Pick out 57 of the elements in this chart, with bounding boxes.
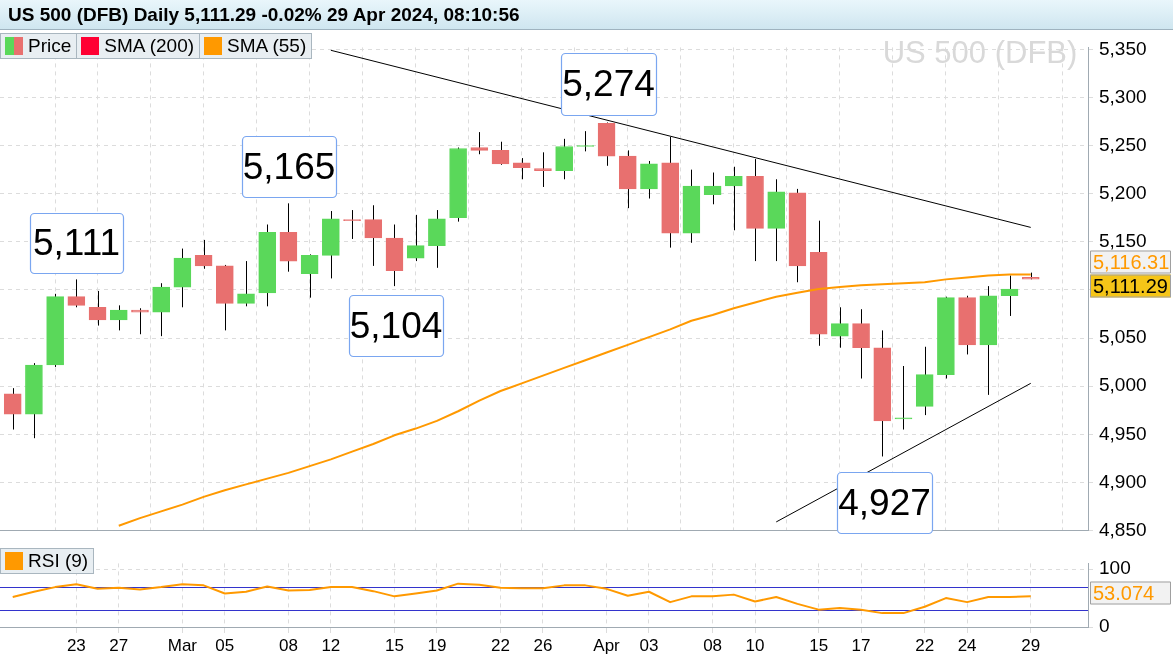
y-tick-label: 5,300 bbox=[1099, 85, 1147, 107]
candlestick bbox=[237, 260, 255, 307]
x-tick-label: 12 bbox=[321, 635, 341, 655]
y-tick-label: 5,350 bbox=[1099, 37, 1147, 59]
annotation: 5,165 bbox=[242, 145, 336, 187]
x-tick-label: 23 bbox=[66, 635, 86, 655]
annotation: 4,927 bbox=[838, 481, 931, 523]
y-tick-label: 5,250 bbox=[1099, 133, 1147, 155]
x-tick-label: 24 bbox=[957, 635, 977, 655]
legend-label: SMA (55) bbox=[227, 35, 307, 57]
y-tick-label: 100 bbox=[1099, 557, 1131, 579]
candlestick bbox=[894, 365, 913, 431]
candlestick bbox=[724, 166, 743, 231]
x-tick-label: 26 bbox=[533, 635, 553, 655]
x-tick-label: 08 bbox=[703, 635, 723, 655]
x-tick-label: Mar bbox=[167, 635, 198, 655]
x-tick-label: Apr bbox=[593, 635, 621, 655]
x-tick-label: 29 bbox=[1021, 635, 1041, 655]
x-tick-label: 15 bbox=[385, 635, 404, 655]
x-tick-label: 15 bbox=[809, 635, 829, 655]
x-tick-label: 10 bbox=[745, 635, 765, 655]
candlestick bbox=[534, 151, 552, 188]
y-tick-label: 4,950 bbox=[1099, 422, 1147, 444]
text: 5,116.31 bbox=[1093, 250, 1170, 273]
x-tick-label: 08 bbox=[278, 635, 298, 655]
candlestick bbox=[703, 172, 722, 205]
legend-label: Price bbox=[28, 35, 72, 57]
annotation: 5,111 bbox=[32, 222, 121, 264]
annotation: 5,104 bbox=[349, 304, 443, 346]
x-tick-label: 19 bbox=[427, 635, 447, 655]
candlestick bbox=[470, 131, 489, 155]
y-tick-label: 0 bbox=[1099, 615, 1110, 637]
x-tick-label: 27 bbox=[109, 635, 129, 655]
y-tick-label: 4,900 bbox=[1099, 470, 1147, 492]
candlestick bbox=[555, 138, 573, 180]
x-tick-label: 17 bbox=[851, 635, 871, 655]
annotation: 5,274 bbox=[562, 63, 655, 105]
legend-label: RSI (9) bbox=[28, 550, 89, 572]
chart-title: US 500 (DFB) Daily 5,111.29 -0.02% 29 Apr 2024, 08:10:56 bbox=[0, 0, 1173, 30]
candlestick bbox=[67, 278, 86, 308]
text: 53.074 bbox=[1093, 581, 1155, 604]
y-tick-label: 5,200 bbox=[1099, 181, 1147, 203]
candlestick bbox=[640, 160, 658, 200]
candlestick bbox=[3, 387, 22, 431]
x-tick-label: 03 bbox=[639, 635, 659, 655]
y-tick-label: 5,000 bbox=[1099, 374, 1147, 396]
candlestick bbox=[152, 282, 171, 337]
x-tick-label: 22 bbox=[491, 635, 510, 655]
x-tick-label: 05 bbox=[215, 635, 235, 655]
legend-label: SMA (200) bbox=[104, 35, 195, 57]
candlestick bbox=[852, 308, 870, 380]
candlestick bbox=[109, 304, 128, 331]
text: 5,111.29 bbox=[1093, 274, 1168, 297]
y-tick-label: 5,150 bbox=[1099, 230, 1147, 252]
y-tick-label: 5,050 bbox=[1099, 326, 1147, 348]
x-tick-label: 22 bbox=[915, 635, 935, 655]
y-tick-label: 4,850 bbox=[1099, 518, 1147, 540]
